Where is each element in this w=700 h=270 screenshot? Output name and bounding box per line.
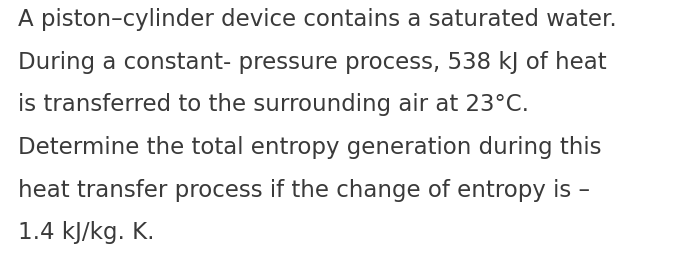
- Text: During a constant- pressure process, 538 kJ of heat: During a constant- pressure process, 538…: [18, 51, 606, 74]
- Text: A piston–cylinder device contains a saturated water.: A piston–cylinder device contains a satu…: [18, 8, 616, 31]
- Text: 1.4 kJ/kg. K.: 1.4 kJ/kg. K.: [18, 221, 154, 244]
- Text: is transferred to the surrounding air at 23°C.: is transferred to the surrounding air at…: [18, 93, 528, 116]
- Text: heat transfer process if the change of entropy is –: heat transfer process if the change of e…: [18, 179, 589, 202]
- Text: Determine the total entropy generation during this: Determine the total entropy generation d…: [18, 136, 601, 159]
